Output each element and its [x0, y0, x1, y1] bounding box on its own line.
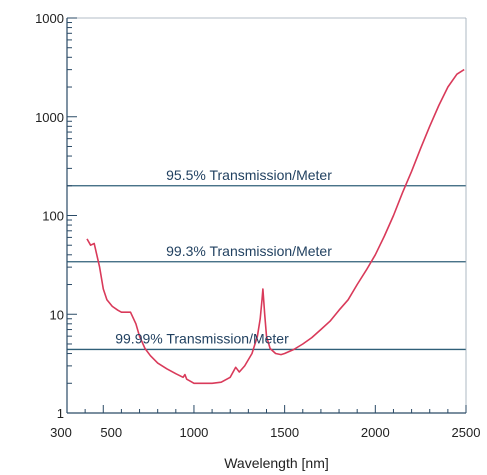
y-tick-label: 1000 [35, 110, 64, 125]
x-tick-label: 300 [50, 425, 72, 440]
x-tick-labels-group: 300 500 1000 1500 2000 2500 [50, 425, 480, 440]
x-tick-label: 500 [100, 425, 122, 440]
reference-line-label: 99.3% Transmission/Meter [166, 243, 332, 259]
x-tick-label: 2000 [361, 425, 390, 440]
x-tick-label: 1000 [179, 425, 208, 440]
x-tick-label: 2500 [452, 425, 481, 440]
reference-lines-group [67, 185, 466, 351]
y-tick-label: 100 [42, 209, 64, 224]
y-tick-label: 1 [57, 406, 64, 421]
y-tick-label: 10 [50, 307, 64, 322]
reference-line-label: 95.5% Transmission/Meter [166, 167, 332, 183]
transmission-curve [86, 68, 465, 385]
y-tick-labels-group: 1 10 100 1000 1000 [35, 11, 64, 421]
reference-labels-group: 95.5% Transmission/Meter 99.3% Transmiss… [115, 167, 332, 347]
reference-line-label: 99.99% Transmission/Meter [115, 330, 289, 346]
x-tick-label: 1500 [270, 425, 299, 440]
x-ticks-group [66, 405, 467, 413]
x-axis-title: Wavelength [nm] [224, 455, 329, 471]
y-tick-label: 1000 [35, 11, 64, 26]
y-ticks-group [67, 17, 77, 414]
